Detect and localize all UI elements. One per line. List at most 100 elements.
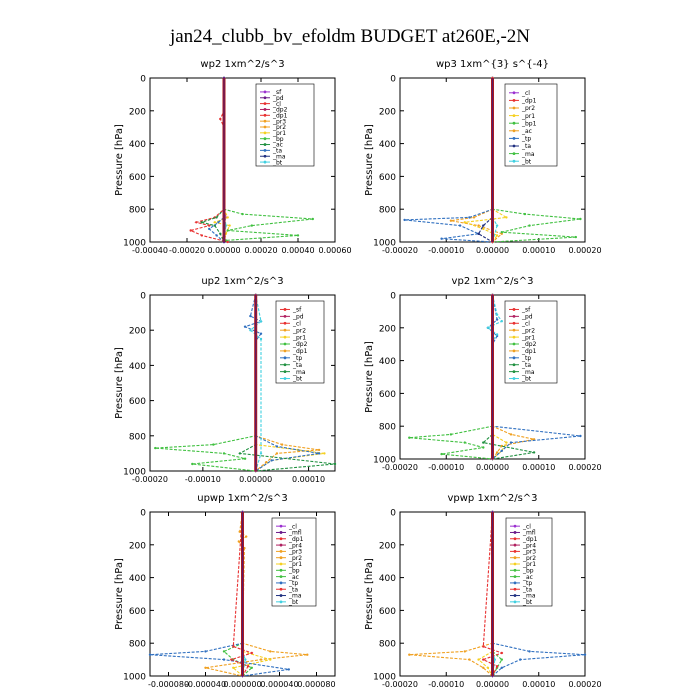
y-axis-label: Pressure [hPa] [114, 347, 125, 419]
y-tick-label: 1000 [123, 239, 146, 249]
legend-entry: _cl [288, 523, 297, 530]
legend-entry: _cl [292, 320, 301, 327]
data-point [232, 666, 235, 669]
legend-entry: _pr2 [292, 327, 306, 334]
legend-entry: _dp1 [521, 348, 537, 355]
y-tick-label: 400 [379, 140, 396, 150]
chart-title: wp3 1xm^{3} s^{-4} [436, 59, 549, 70]
legend-entry: _tp [522, 580, 532, 587]
x-tick-label: 0.000040 [260, 680, 298, 689]
legend-entry: _pr1 [522, 561, 536, 568]
legend-marker [513, 537, 517, 541]
chart-panel-4: vp2 1xm^2/s^3 Pressure [hPa] 0 200 400 600 800… [364, 276, 602, 472]
y-tick-label: 400 [379, 357, 396, 367]
legend-marker [283, 308, 287, 311]
y-tick-label: 400 [129, 140, 146, 150]
legend-marker [279, 549, 283, 553]
legend-entry: _cl [521, 320, 530, 327]
legend-entry: _bt [272, 159, 283, 166]
data-point [449, 433, 453, 436]
legend-entry: _bp1 [521, 120, 537, 127]
data-point [245, 535, 248, 538]
x-tick-label: 0.00040 [281, 246, 314, 255]
data-point [154, 446, 157, 450]
legend-entry: _pr1 [521, 334, 535, 341]
legend-marker [512, 321, 516, 325]
legend-entry: _pr3 [272, 118, 286, 125]
legend-marker [512, 342, 516, 346]
data-point [269, 650, 272, 653]
legend-marker [283, 377, 287, 380]
legend-marker [263, 143, 267, 146]
legend-entry: _dp1 [272, 113, 288, 120]
legend-marker [279, 568, 283, 572]
legend-entry: _pr4 [522, 542, 536, 549]
y-tick-label: 200 [379, 107, 396, 117]
plot-frame [149, 77, 336, 243]
y-tick-label: 800 [379, 640, 396, 650]
data-point [472, 216, 476, 219]
legend-marker [512, 91, 516, 95]
data-point [523, 212, 527, 216]
legend-marker [279, 594, 283, 597]
legend-entry: _ac [521, 128, 532, 135]
x-tick-label: -0.00020 [382, 463, 418, 472]
legend-marker [512, 377, 516, 380]
legend-entry: _mfl [288, 530, 302, 537]
legend-entry: _mfl [522, 530, 536, 537]
data-point [217, 221, 220, 224]
data-point [213, 221, 216, 224]
chart-title: up2 1xm^2/s^3 [201, 276, 283, 287]
legend-entry: _pd [521, 314, 533, 321]
chart-title: vpwp 1xm^2/s^3 [447, 493, 537, 504]
x-tick-label: 0.00010 [522, 463, 555, 472]
y-axis-label: Pressure [hPa] [364, 341, 375, 413]
data-point [237, 540, 240, 543]
legend-box [275, 300, 325, 384]
legend-entry: _pr3 [522, 549, 536, 556]
data-point [249, 329, 252, 332]
legend-entry: _pr2 [272, 124, 286, 131]
y-tick-label: 800 [129, 640, 146, 650]
legend-entry: _bt [522, 599, 533, 606]
legend-entry: _pr2 [522, 555, 536, 562]
data-point [495, 234, 499, 237]
legend-entry: _bt [288, 599, 299, 606]
y-axis-label: Pressure [hPa] [114, 124, 125, 196]
data-point [191, 462, 194, 466]
legend-entry: _bt [521, 158, 532, 165]
legend-marker [283, 342, 287, 346]
data-point [249, 314, 252, 318]
data-point [579, 217, 582, 221]
data-point [226, 229, 229, 232]
x-tick-label: 0.00000 [476, 680, 509, 689]
y-tick-label: 1000 [123, 468, 146, 478]
legend-entry: _bt [292, 376, 303, 383]
data-point [495, 451, 499, 454]
data-point [500, 666, 503, 669]
legend-marker [279, 581, 283, 585]
legend-marker [513, 594, 517, 597]
legend-entry: _pr2 [521, 327, 535, 334]
y-tick-label: 600 [129, 173, 146, 183]
x-tick-label: 0.00000 [476, 463, 509, 472]
chart-title: upwp 1xm^2/s^3 [197, 493, 287, 504]
legend-marker [283, 328, 287, 332]
x-tick-label: 0.00020 [244, 246, 277, 255]
data-point [280, 443, 284, 446]
legend-marker [279, 537, 283, 541]
legend-entry: _tp [292, 355, 302, 362]
legend-entry: _sf [292, 307, 302, 314]
legend-marker [279, 524, 283, 528]
legend-marker [513, 568, 517, 572]
legend-entry: _ta [288, 586, 298, 593]
data-point [222, 452, 226, 455]
legend-marker [263, 148, 267, 152]
legend-entry: _dp2 [272, 107, 288, 114]
x-tick-label: -0.00040 [132, 246, 168, 255]
data-point [440, 237, 443, 240]
data-point [500, 658, 503, 661]
data-point [583, 653, 587, 656]
legend-entry: _ma [292, 369, 306, 376]
